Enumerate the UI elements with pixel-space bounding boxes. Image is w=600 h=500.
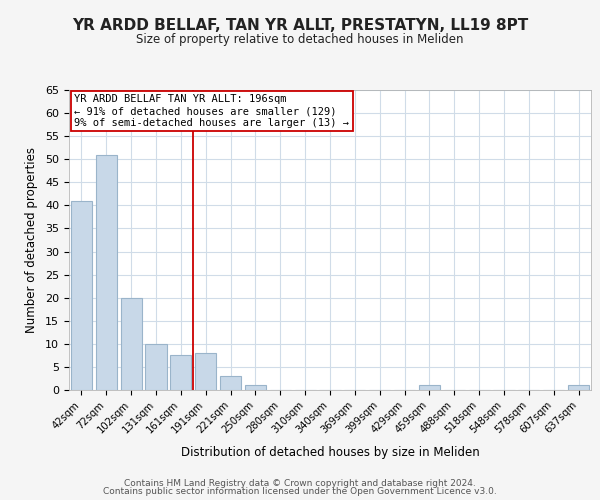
Bar <box>71 201 92 390</box>
Bar <box>170 356 191 390</box>
Bar <box>220 376 241 390</box>
Bar <box>568 386 589 390</box>
Text: YR ARDD BELLAF, TAN YR ALLT, PRESTATYN, LL19 8PT: YR ARDD BELLAF, TAN YR ALLT, PRESTATYN, … <box>72 18 528 32</box>
Text: Contains public sector information licensed under the Open Government Licence v3: Contains public sector information licen… <box>103 487 497 496</box>
Bar <box>195 353 216 390</box>
Bar <box>245 386 266 390</box>
Bar <box>419 386 440 390</box>
Text: Contains HM Land Registry data © Crown copyright and database right 2024.: Contains HM Land Registry data © Crown c… <box>124 478 476 488</box>
Text: YR ARDD BELLAF TAN YR ALLT: 196sqm
← 91% of detached houses are smaller (129)
9%: YR ARDD BELLAF TAN YR ALLT: 196sqm ← 91%… <box>74 94 349 128</box>
Bar <box>121 298 142 390</box>
Text: Size of property relative to detached houses in Meliden: Size of property relative to detached ho… <box>136 32 464 46</box>
Bar <box>145 344 167 390</box>
X-axis label: Distribution of detached houses by size in Meliden: Distribution of detached houses by size … <box>181 446 479 460</box>
Y-axis label: Number of detached properties: Number of detached properties <box>25 147 38 333</box>
Bar <box>96 154 117 390</box>
